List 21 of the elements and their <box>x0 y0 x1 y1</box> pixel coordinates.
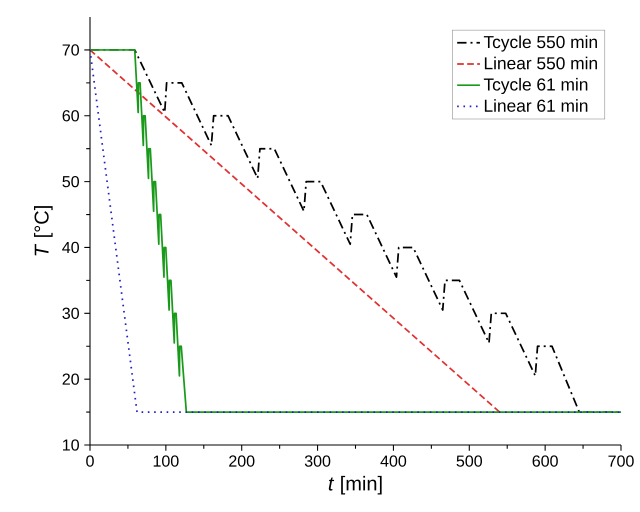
y-tick-label: 10 <box>63 439 79 451</box>
y-axis-title: T [°C] <box>34 206 53 256</box>
legend-label: Linear 61 min <box>484 99 588 112</box>
x-tick-label: 600 <box>532 455 558 467</box>
x-tick-label: 300 <box>304 455 330 467</box>
x-tick-label: 400 <box>380 455 406 467</box>
y-tick-label: 40 <box>62 242 79 254</box>
x-axis-title: t [min] <box>328 476 382 495</box>
y-tick-label: 60 <box>62 110 79 122</box>
x-tick-label: 0 <box>86 455 94 467</box>
x-tick-label: 100 <box>154 455 179 467</box>
x-tick-label: 500 <box>456 455 482 467</box>
y-tick-label: 20 <box>62 374 79 385</box>
legend-label: Tcycle 61 min <box>484 78 588 94</box>
legend-label: Tcycle 550 min <box>484 35 597 52</box>
y-tick-label: 30 <box>62 308 79 319</box>
x-tick-label: 700 <box>608 455 634 467</box>
x-tick-label: 200 <box>229 455 254 467</box>
y-tick-label: 70 <box>62 44 79 56</box>
y-tick-label: 50 <box>62 176 79 188</box>
legend-label: Linear 550 min <box>484 56 597 70</box>
